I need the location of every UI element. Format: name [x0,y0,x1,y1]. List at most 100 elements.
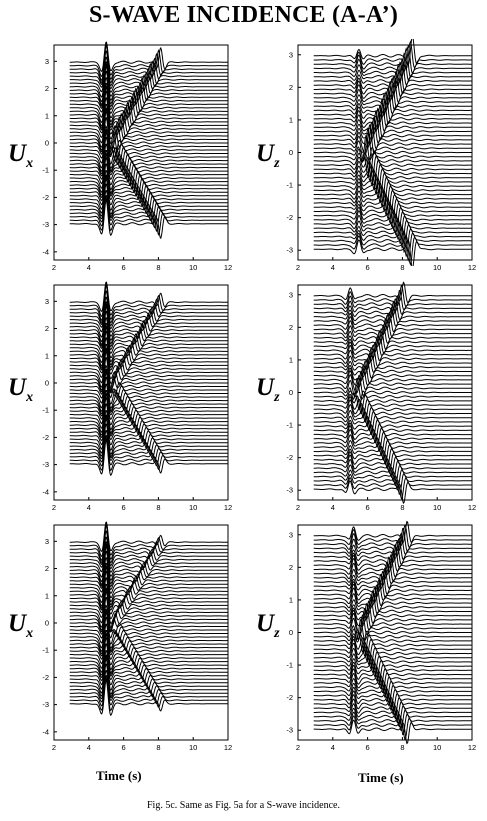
seismic-trace [313,77,472,109]
seismic-trace [313,425,472,448]
seismic-trace [313,561,472,587]
seismic-trace [313,570,472,595]
x-tick-label: 10 [189,503,197,512]
seismic-trace [69,190,228,226]
y-tick-label: 2 [289,323,293,332]
seismic-trace [69,143,228,179]
seismic-trace [313,454,472,479]
seismic-trace [313,528,472,552]
seismic-trace [69,45,228,82]
seismic-trace [69,326,228,359]
seismic-trace [313,123,472,155]
seismic-trace [69,550,228,586]
y-tick-label: -1 [42,406,49,415]
seismic-trace [69,41,228,73]
seismic-trace [313,480,472,505]
seismic-trace [69,174,228,208]
seismic-trace [313,335,472,359]
seismic-trace [313,159,472,190]
seismic-trace [69,570,228,607]
seismic-trace [313,443,472,466]
y-tick-label: -1 [42,166,49,175]
seismic-trace [313,374,472,398]
seismic-trace [313,678,472,703]
seismic-trace [313,284,472,308]
seismic-trace [313,390,472,411]
seismic-trace [313,370,472,394]
y-tick-label: 0 [45,138,49,147]
y-tick-label: 3 [289,530,293,539]
seismic-trace [313,602,472,628]
seismic-trace [69,566,228,604]
ux-label-row2: Ux [8,374,34,405]
y-tick-label: -1 [42,646,49,655]
seismic-trace [313,327,472,350]
x-tick-label: 4 [331,743,335,752]
page-title: S-WAVE INCIDENCE (A-A’) [88,2,399,28]
y-tick-label: 2 [289,563,293,572]
seismic-trace [69,357,228,394]
y-tick-label: 2 [45,324,49,333]
seismic-trace [69,153,228,193]
y-tick-label: 1 [45,591,49,600]
seismic-trace [69,591,228,629]
seismic-trace [313,578,472,603]
seismic-trace [313,126,472,162]
seismic-trace [69,633,228,661]
seismic-trace [313,595,472,620]
x-axis-label-right: Time (s) [358,770,404,785]
seismic-trace [313,352,472,376]
seismic-trace [69,368,228,397]
seismic-trace [313,549,472,574]
seismic-trace [313,703,472,728]
y-tick-label: -2 [42,673,49,682]
y-tick-label: 2 [45,84,49,93]
y-tick-label: -1 [286,661,293,670]
seismic-trace [313,543,472,570]
seismic-trace [313,690,472,716]
seismic-trace [69,296,228,327]
seismic-trace [313,234,472,266]
seismic-trace [69,588,228,620]
seismic-trace [313,44,472,75]
seismic-trace [313,346,472,370]
seismic-trace [313,47,472,78]
seismic-trace [69,577,228,609]
seismic-trace [69,397,228,434]
seismic-trace [69,85,228,115]
seismic-trace [69,61,228,90]
x-tick-label: 12 [224,263,232,272]
y-tick-label: 3 [45,57,49,66]
x-tick-label: 12 [224,743,232,752]
y-tick-label: 0 [289,148,293,157]
seismic-trace [313,573,472,599]
x-tick-label: 4 [331,503,335,512]
y-tick-label: -3 [286,726,293,735]
seismic-trace [69,583,228,611]
seismic-trace [69,124,228,156]
seismic-trace [313,532,472,557]
x-tick-label: 10 [189,743,197,752]
seismic-trace [69,304,228,338]
seismic-trace [69,285,228,322]
seismic-trace [313,222,472,254]
y-tick-label: 2 [45,564,49,573]
x-tick-label: 10 [433,503,441,512]
y-tick-label: 2 [289,83,293,92]
seismic-trace [69,348,228,384]
seismic-trace [69,364,228,394]
seismic-trace [313,289,472,312]
seismic-trace [69,658,228,695]
seismic-trace [313,672,472,698]
y-tick-label: 0 [45,378,49,387]
x-tick-label: 8 [400,743,404,752]
y-tick-label: -1 [286,181,293,190]
seismic-trace [313,193,472,225]
seismic-trace [69,439,228,477]
seismic-trace [69,678,228,712]
seismic-trace [69,679,228,717]
